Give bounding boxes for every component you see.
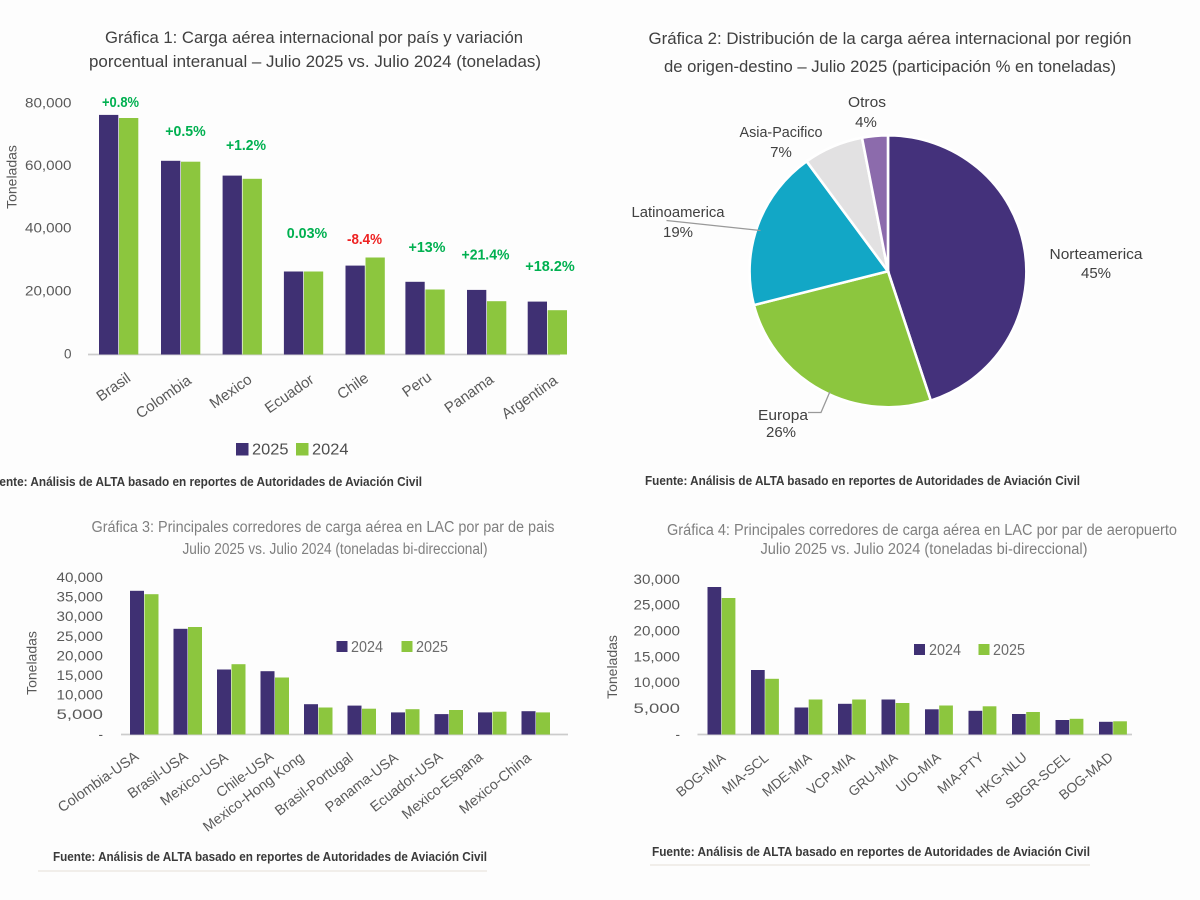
svg-text:10,000: 10,000 xyxy=(57,688,104,703)
svg-text:60,000: 60,000 xyxy=(25,158,72,173)
svg-text:35,000: 35,000 xyxy=(57,590,104,605)
svg-text:+1.2%: +1.2% xyxy=(226,137,266,154)
svg-text:0: 0 xyxy=(64,347,72,362)
svg-text:porcentual interanual – Julio: porcentual interanual – Julio 2025 vs. J… xyxy=(89,53,541,71)
svg-text:Julio 2025 vs. Julio 2024 (ton: Julio 2025 vs. Julio 2024 (toneladas bi-… xyxy=(183,541,488,558)
svg-text:7%: 7% xyxy=(770,144,792,161)
svg-text:2025: 2025 xyxy=(416,639,448,656)
svg-text:Gráfica 2: Distribución de la: Gráfica 2: Distribución de la carga aére… xyxy=(649,30,1132,48)
svg-text:Asia-Pacifico: Asia-Pacifico xyxy=(740,124,823,141)
svg-text:-8.4%: -8.4% xyxy=(347,231,382,248)
svg-text:40,000: 40,000 xyxy=(25,220,72,235)
svg-text:20,000: 20,000 xyxy=(57,648,104,663)
svg-text:Fuente: Análisis de ALTA basad: Fuente: Análisis de ALTA basado en repor… xyxy=(652,844,1090,859)
svg-text:Norteamerica: Norteamerica xyxy=(1050,246,1144,263)
svg-text:-: - xyxy=(99,727,104,742)
svg-text:19%: 19% xyxy=(663,224,693,241)
svg-text:Gráfica 3: Principales corredo: Gráfica 3: Principales corredores de car… xyxy=(92,519,555,536)
svg-text:Gráfica 4: Principales corredo: Gráfica 4: Principales corredores de car… xyxy=(667,522,1177,539)
svg-text:20,000: 20,000 xyxy=(25,284,72,299)
svg-text:Toneladas: Toneladas xyxy=(604,635,620,699)
svg-text:+18.2%: +18.2% xyxy=(525,258,575,275)
svg-text:30,000: 30,000 xyxy=(634,572,681,587)
svg-text:10,000: 10,000 xyxy=(634,675,681,690)
svg-text:Fuente: Análisis de ALTA basad: Fuente: Análisis de ALTA basado en repor… xyxy=(0,474,422,489)
svg-text:Europa: Europa xyxy=(758,407,809,424)
svg-text:0.03%: 0.03% xyxy=(287,225,328,242)
svg-text:20,000: 20,000 xyxy=(634,624,681,639)
svg-text:2025: 2025 xyxy=(993,642,1025,659)
svg-text:Gráfica 1: Carga aérea interna: Gráfica 1: Carga aérea internacional por… xyxy=(105,29,523,47)
svg-text:5,000: 5,000 xyxy=(634,701,681,716)
svg-text:2024: 2024 xyxy=(929,642,961,659)
svg-text:40,000: 40,000 xyxy=(57,570,104,585)
svg-text:80,000: 80,000 xyxy=(25,96,72,111)
svg-text:Fuente: Análisis de ALTA basad: Fuente: Análisis de ALTA basado en repor… xyxy=(645,473,1080,488)
svg-text:Toneladas: Toneladas xyxy=(24,631,40,695)
svg-text:45%: 45% xyxy=(1081,265,1111,282)
svg-text:Otros: Otros xyxy=(848,94,886,111)
svg-text:4%: 4% xyxy=(855,114,877,131)
svg-text:2024: 2024 xyxy=(312,442,349,459)
svg-text:de origen-destino – Julio 2025: de origen-destino – Julio 2025 (particip… xyxy=(664,58,1116,76)
svg-text:5,000: 5,000 xyxy=(57,707,104,722)
svg-text:2024: 2024 xyxy=(351,639,383,656)
svg-text:15,000: 15,000 xyxy=(634,649,681,664)
svg-text:26%: 26% xyxy=(766,424,796,441)
svg-text:-: - xyxy=(676,727,681,742)
svg-text:Latinoamerica: Latinoamerica xyxy=(632,204,726,221)
svg-text:25,000: 25,000 xyxy=(57,629,104,644)
svg-text:+0.5%: +0.5% xyxy=(165,123,206,140)
svg-text:25,000: 25,000 xyxy=(634,598,681,613)
svg-text:30,000: 30,000 xyxy=(57,609,104,624)
svg-text:Toneladas: Toneladas xyxy=(4,145,20,209)
svg-text:+21.4%: +21.4% xyxy=(462,247,510,264)
svg-text:2025: 2025 xyxy=(252,442,289,459)
svg-text:+13%: +13% xyxy=(409,239,446,256)
svg-text:Fuente: Análisis de ALTA basad: Fuente: Análisis de ALTA basado en repor… xyxy=(53,849,487,864)
svg-text:15,000: 15,000 xyxy=(57,668,104,683)
svg-text:Julio 2025 vs. Julio 2024 (ton: Julio 2025 vs. Julio 2024 (toneladas bi-… xyxy=(761,541,1088,558)
svg-text:+0.8%: +0.8% xyxy=(102,94,139,111)
